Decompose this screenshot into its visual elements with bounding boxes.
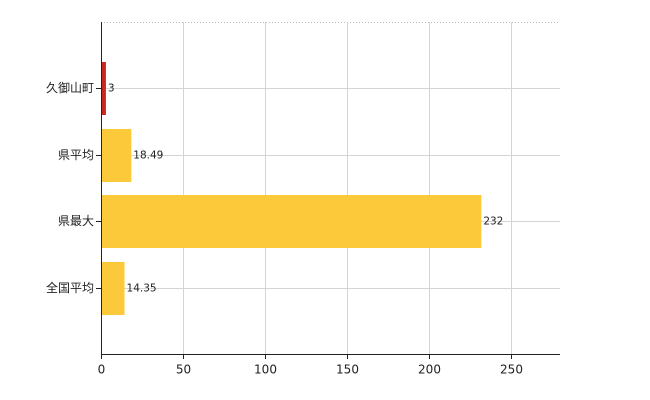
bar [101,129,132,182]
bar [101,262,125,315]
y-tick-label: 県平均 [58,148,94,162]
y-tick-label: 全国平均 [46,280,94,295]
bar [101,62,106,115]
y-tick-label: 久御山町 [46,80,94,95]
x-tick-label: 100 [254,363,277,377]
value-label: 18.49 [133,150,163,162]
value-label: 232 [483,216,503,228]
bar [101,195,482,248]
x-tick-label: 200 [418,363,441,377]
value-label: 14.35 [127,283,157,295]
x-tick-label: 150 [336,363,359,377]
y-tick-label: 県最大 [58,214,94,228]
x-tick-label: 50 [176,363,191,377]
value-label: 3 [108,83,115,95]
x-tick-label: 0 [98,363,106,377]
x-tick-label: 250 [500,363,523,377]
